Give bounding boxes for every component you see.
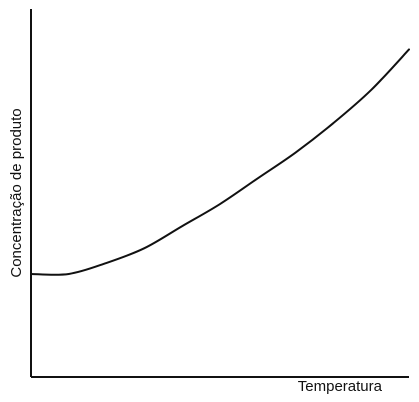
x-axis-label: Temperatura	[298, 378, 383, 395]
series-line	[30, 48, 410, 276]
y-axis-label: Concentração de produto	[8, 108, 25, 277]
